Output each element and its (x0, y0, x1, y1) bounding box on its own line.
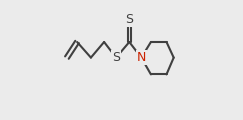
Text: S: S (112, 51, 120, 64)
Text: S: S (125, 13, 133, 26)
Text: N: N (137, 51, 146, 64)
